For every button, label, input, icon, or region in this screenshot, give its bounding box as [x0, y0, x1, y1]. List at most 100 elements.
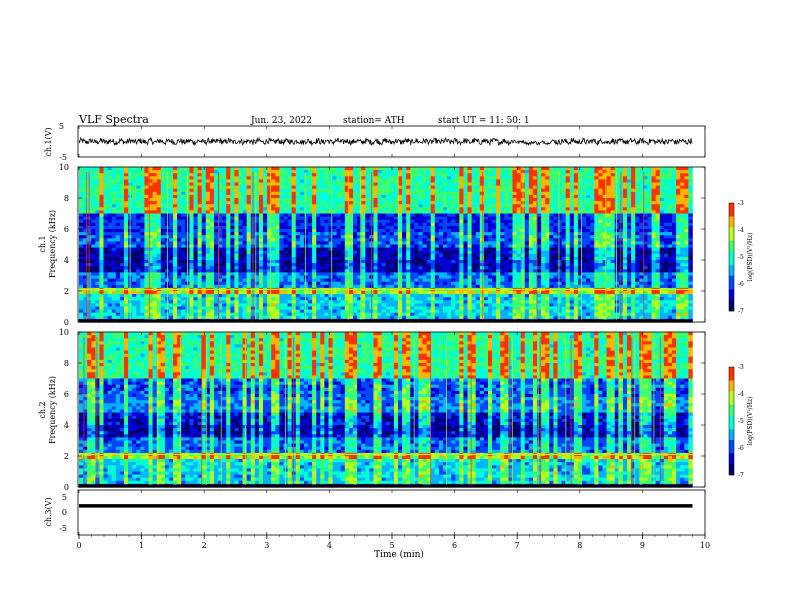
spectrogram-cell — [193, 260, 198, 264]
spectrogram-cell — [119, 182, 125, 186]
spectrogram-cell — [340, 256, 346, 261]
spectrogram-cell — [242, 281, 247, 286]
spectrogram-cell — [447, 241, 452, 245]
spectrogram-cell — [438, 225, 444, 230]
spectrogram-cell — [95, 191, 100, 196]
spectrogram-cell — [209, 232, 215, 236]
spectrogram-cell — [438, 260, 444, 264]
spectrogram-cell — [197, 194, 202, 199]
spectrogram-cell — [471, 263, 477, 267]
spectrogram-cell — [181, 284, 186, 289]
spectrogram-cell — [353, 269, 358, 273]
spectrogram-cell — [434, 294, 440, 298]
spectrogram-cell — [213, 219, 219, 224]
spectrogram-cell — [353, 294, 358, 298]
spectrogram-cell — [443, 291, 448, 295]
spectrogram-cell — [479, 229, 485, 233]
spectrogram-cell — [398, 260, 403, 264]
spectrogram-cell — [201, 222, 207, 227]
spectrogram-cell — [414, 275, 419, 279]
spectrogram-cell — [479, 241, 485, 245]
spectrogram-cell — [463, 272, 468, 276]
spectrogram-cell — [340, 291, 346, 295]
spectrogram-cell — [373, 207, 378, 211]
spectrogram-cell — [111, 294, 117, 298]
spectrogram-cell — [279, 306, 284, 310]
spectrogram-cell — [91, 222, 96, 227]
spectrogram-cell — [434, 167, 440, 171]
spectrogram-cell — [140, 309, 145, 313]
spectrogram-cell — [123, 229, 129, 233]
spectrogram-cell — [471, 185, 477, 189]
spectrogram-cell — [107, 185, 113, 189]
spectrogram-cell — [475, 297, 481, 301]
spectrogram-cell — [168, 216, 174, 220]
spectrogram-cell — [414, 272, 419, 276]
spectrogram-cell — [389, 216, 395, 220]
spectrogram-cell — [475, 281, 481, 286]
spectrogram-cell — [463, 173, 468, 177]
spectrogram-cell — [234, 219, 239, 224]
spectrogram-cell — [83, 182, 88, 186]
spectrogram-cell — [160, 253, 166, 258]
spectrogram-cell — [95, 216, 100, 220]
spectrogram-cell — [209, 229, 215, 233]
spectrogram-cell — [414, 244, 419, 248]
spectrogram-cell — [443, 232, 448, 236]
spectrogram-cell — [91, 207, 96, 211]
spectrogram-cell — [234, 235, 239, 239]
spectrogram-cell — [177, 216, 182, 220]
spectrogram-cell — [271, 315, 276, 320]
spectrogram-cell — [209, 266, 215, 270]
spectrogram-cell — [414, 281, 419, 286]
spectrogram-cell — [193, 238, 198, 242]
spectrogram-cell — [287, 256, 292, 261]
spectrogram-cell — [328, 315, 333, 320]
spectrogram-cell — [385, 247, 391, 251]
spectrogram-cell — [479, 222, 485, 227]
spectrogram-cell — [451, 272, 456, 276]
spectrogram-cell — [111, 281, 117, 286]
spectrogram-cell — [242, 300, 247, 304]
spectrogram-cell — [254, 272, 260, 276]
spectrogram-cell — [83, 207, 88, 211]
spectrogram-cell — [316, 235, 321, 239]
spectrogram-cell — [348, 194, 354, 199]
spectrogram-cell — [361, 194, 366, 199]
spectrogram-cell — [213, 185, 219, 189]
spectrogram-cell — [414, 219, 419, 224]
spectrogram-cell — [193, 232, 198, 236]
spectrogram-cell — [238, 294, 243, 298]
spectrogram-cell — [123, 253, 129, 258]
spectrogram-cell — [201, 260, 207, 264]
spectrogram-cell — [246, 229, 252, 233]
spectrogram-cell — [308, 232, 313, 236]
spectrogram-cell — [443, 210, 448, 214]
spectrogram-cell — [406, 297, 411, 301]
spectrogram-cell — [160, 210, 166, 214]
spectrogram-cell — [348, 281, 354, 286]
spectrogram-cell — [230, 179, 235, 183]
spectrogram-cell — [418, 222, 423, 227]
spectrogram-cell — [181, 191, 186, 196]
spectrogram-cell — [193, 247, 198, 251]
spectrogram-cell — [152, 278, 158, 282]
spectrogram-cell — [193, 222, 198, 227]
spectrogram-cell — [299, 229, 305, 233]
spectrogram-cell — [418, 256, 423, 261]
spectrogram-cell — [242, 263, 247, 267]
spectrogram-cell — [136, 194, 141, 199]
spectrogram-cell — [287, 247, 292, 251]
spectrogram-cell — [336, 182, 342, 186]
spectrogram-cell — [320, 315, 325, 320]
spectrogram-cell — [475, 291, 481, 295]
spectrogram-cell — [438, 170, 444, 174]
spectrogram-cell — [324, 229, 329, 233]
spectrogram-cell — [230, 306, 235, 310]
spectrogram-cell — [381, 253, 387, 258]
spectrogram-cell — [398, 266, 403, 270]
spectrogram-cell — [438, 238, 444, 242]
spectrogram-cell — [263, 179, 268, 183]
spectrogram-cell — [254, 207, 260, 211]
spectrogram-cell — [267, 309, 272, 313]
